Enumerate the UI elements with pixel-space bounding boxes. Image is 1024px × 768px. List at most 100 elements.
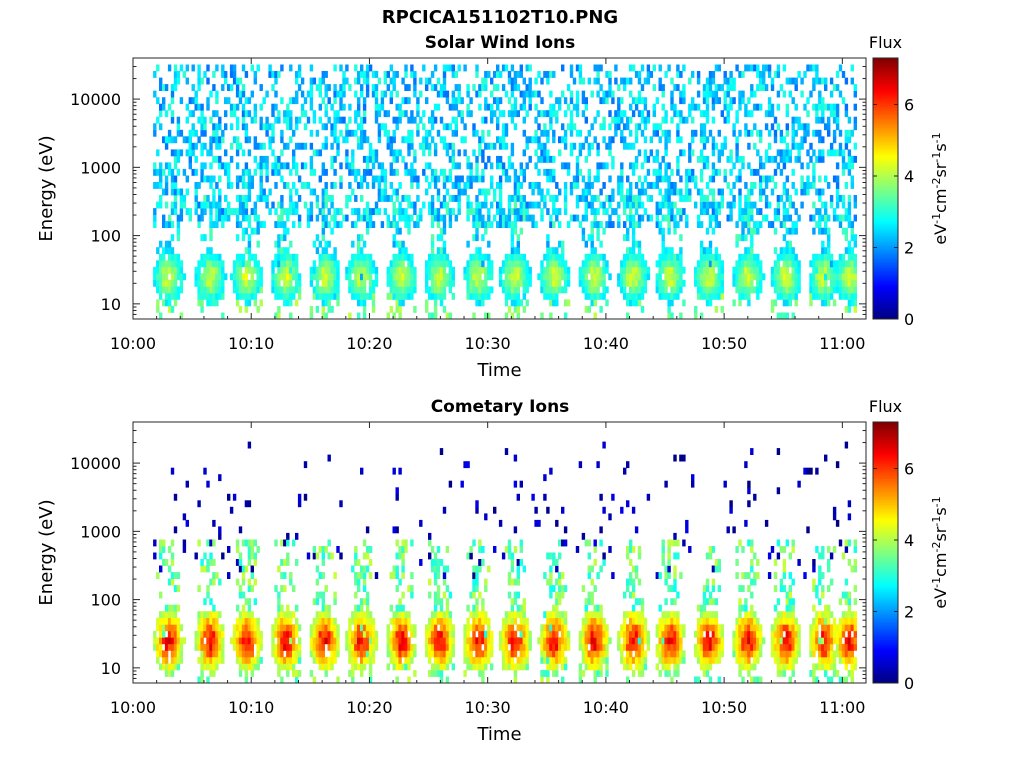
heatmap-cell [229,142,234,150]
heatmap-cell [561,136,565,144]
heatmap-cell [637,149,642,157]
heatmap-cell [247,168,252,176]
heatmap-cell [629,292,633,300]
heatmap-cell [679,286,683,294]
heatmap-cell [640,64,645,72]
heatmap-cell [513,253,518,261]
heatmap-cell [605,221,609,228]
heatmap-cell [844,136,849,144]
heatmap-cell [360,71,364,78]
heatmap-cell [498,97,503,105]
heatmap-cell [295,253,299,261]
heatmap-cell [756,266,760,274]
heatmap-cell [333,123,337,131]
heatmap-cell [587,129,591,137]
heatmap-cell [720,84,724,91]
heatmap-cell [315,552,320,560]
heatmap-cell [809,279,813,287]
heatmap-cell [466,84,470,91]
heatmap-cell [835,214,840,222]
heatmap-cell [815,273,819,281]
heatmap-cell [365,168,370,176]
heatmap-cell [280,162,284,170]
heatmap-cell [312,643,317,651]
heatmap-cell [357,604,361,612]
heatmap-cell [354,77,358,85]
heatmap-cell [611,208,615,215]
heatmap-cell [176,604,181,612]
heatmap-cell [392,201,396,209]
heatmap-cell [392,149,396,157]
heatmap-cell [702,273,707,281]
heatmap-cell [206,617,210,625]
heatmap-cell [818,155,822,163]
heatmap-cell [271,123,275,131]
heatmap-cell [629,77,633,85]
heatmap-cell [661,103,665,111]
heatmap-cell [277,663,281,671]
heatmap-cell [407,286,411,294]
heatmap-cell [835,195,840,202]
heatmap-cell [498,214,503,222]
heatmap-cell [844,77,849,85]
heatmap-cell [764,175,769,183]
heatmap-cell [561,123,565,131]
heatmap-cell [741,162,745,170]
heatmap-cell [469,182,473,189]
heatmap-cell [711,175,716,183]
heatmap-cell [702,292,707,300]
heatmap-cell [484,312,488,320]
heatmap-cell [159,162,163,170]
heatmap-cell [575,129,580,137]
heatmap-cell [330,286,334,294]
heatmap-cell [392,526,396,534]
heatmap-cell [159,77,163,85]
heatmap-cell [295,273,299,281]
heatmap-cell [425,162,429,170]
heatmap-cell [215,266,219,274]
heatmap-cell [241,273,246,281]
heatmap-cell [206,637,210,645]
heatmap-cell [428,266,432,274]
heatmap-cell [333,253,337,261]
heatmap-cell [753,123,757,131]
heatmap-cell [351,266,355,274]
heatmap-cell [209,266,213,274]
heatmap-cell [235,214,240,222]
heatmap-cell [389,650,393,658]
heatmap-cell [386,279,390,287]
heatmap-cell [238,260,243,268]
heatmap-cell [620,279,624,287]
heatmap-cell [218,532,222,540]
heatmap-cell [853,123,857,131]
heatmap-cell [244,643,249,651]
heatmap-cell [469,97,473,105]
heatmap-cell [720,286,724,294]
heatmap-cell [762,273,766,281]
heatmap-cell [203,643,207,651]
heatmap-cell [708,129,713,137]
heatmap-cell [835,201,840,209]
heatmap-cell [602,279,606,287]
heatmap-cell [484,227,488,235]
heatmap-cell [472,234,476,242]
heatmap-cell [481,188,485,196]
heatmap-cell [649,195,653,202]
heatmap-cell [481,221,485,228]
heatmap-cell [371,182,376,189]
heatmap-cell [280,611,284,619]
heatmap-cell [847,168,852,176]
heatmap-cell [442,253,447,261]
heatmap-cell [318,624,322,632]
heatmap-cell [357,663,361,671]
heatmap-cell [841,273,846,281]
heatmap-cell [611,155,615,163]
heatmap-cell [295,123,299,131]
heatmap-cell [466,208,470,215]
heatmap-cell [750,260,754,268]
heatmap-cell [365,208,370,215]
heatmap-cell [540,214,544,222]
heatmap-cell [608,84,612,91]
heatmap-cell [634,253,639,261]
heatmap-cell [368,286,373,294]
